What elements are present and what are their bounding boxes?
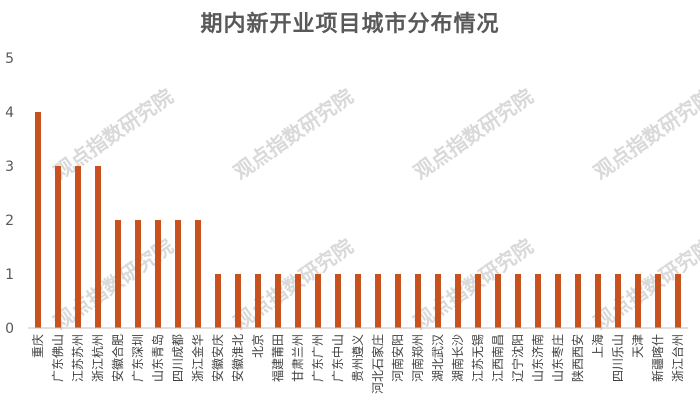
x-tick-label: 河南郑州	[410, 334, 425, 382]
bar	[375, 274, 381, 328]
x-tick-label: 广东中山	[330, 334, 345, 382]
x-tick-label: 山东济南	[530, 334, 545, 382]
x-tick-label: 湖南长沙	[450, 334, 465, 382]
bar	[515, 274, 521, 328]
y-tick-label: 0	[5, 321, 14, 337]
bar	[175, 220, 181, 328]
bar	[555, 274, 561, 328]
y-tick-label: 4	[5, 105, 14, 121]
x-tick-label: 江西南昌	[490, 334, 505, 382]
x-tick-label: 四川乐山	[611, 334, 625, 382]
bar	[355, 274, 361, 328]
bar	[655, 274, 661, 328]
x-tick-label: 河北石家庄	[370, 334, 385, 394]
x-tick-label: 河南安阳	[390, 334, 405, 382]
x-tick-label: 安徽淮北	[230, 334, 245, 382]
bar	[335, 274, 341, 328]
y-tick-label: 5	[5, 51, 14, 67]
bar	[395, 274, 401, 328]
x-tick-label: 辽宁沈阳	[510, 334, 525, 382]
bar	[155, 220, 161, 328]
x-tick-label: 陕西西安	[570, 334, 585, 382]
bar	[75, 166, 81, 328]
x-tick-label: 湖北武汉	[430, 334, 445, 382]
x-tick-label: 福建莆田	[270, 334, 285, 382]
x-tick-label: 浙江杭州	[90, 334, 105, 382]
bar	[615, 274, 621, 328]
x-tick-label: 安徽合肥	[110, 334, 125, 382]
bar	[255, 274, 261, 328]
x-tick-label: 甘肃兰州	[291, 334, 305, 382]
x-tick-label: 安徽安庆	[210, 334, 225, 382]
x-tick-label: 山东枣庄	[550, 334, 565, 382]
bar	[635, 274, 641, 328]
watermark-text: 观点指数研究院	[589, 84, 700, 184]
y-tick-label: 1	[5, 267, 14, 283]
x-tick-label: 广东佛山	[51, 334, 65, 382]
x-tick-label: 四川成都	[171, 334, 185, 382]
x-tick-label: 上海	[590, 334, 605, 358]
watermark-text: 观点指数研究院	[229, 84, 357, 184]
watermark-text: 观点指数研究院	[409, 84, 537, 184]
bar	[215, 274, 221, 328]
x-tick-label: 广东广州	[311, 334, 325, 382]
bars	[35, 112, 681, 328]
bar	[415, 274, 421, 328]
x-axis: 重庆 广东佛山 江苏苏州 浙江杭州 安徽合肥 广东深圳 山东青岛 四川成都 浙江金华 安徽安庆 安徽…	[28, 327, 688, 394]
watermark-text: 观点指数研究院	[589, 234, 700, 334]
chart-title: 期内新开业项目城市分布情况	[200, 12, 500, 37]
bar	[115, 220, 121, 328]
y-tick-label: 2	[5, 213, 14, 229]
x-tick-label: 浙江台州	[670, 334, 685, 382]
bar	[135, 220, 141, 328]
bar	[35, 112, 41, 328]
bar	[95, 166, 101, 328]
bar	[455, 274, 461, 328]
bar	[435, 274, 441, 328]
bar	[475, 274, 481, 328]
bar	[675, 274, 681, 328]
x-tick-label: 浙江金华	[190, 334, 205, 382]
x-tick-label: 贵州遵义	[350, 334, 365, 382]
watermark-text: 观点指数研究院	[49, 84, 177, 184]
bar	[295, 274, 301, 328]
x-tick-label: 新疆喀什	[650, 334, 665, 382]
bar	[235, 274, 241, 328]
x-tick-label: 重庆	[31, 334, 45, 358]
x-tick-label: 北京	[251, 334, 265, 358]
bar	[55, 166, 61, 328]
x-tick-label: 山东青岛	[150, 334, 165, 382]
x-tick-label: 天津	[631, 334, 645, 358]
bar	[595, 274, 601, 328]
bar	[575, 274, 581, 328]
bar	[275, 274, 281, 328]
y-axis: 0 1 2 3 4 5	[5, 51, 14, 337]
bar	[535, 274, 541, 328]
bar	[315, 274, 321, 328]
x-tick-label: 广东深圳	[131, 334, 145, 382]
bar	[195, 220, 201, 328]
x-tick-label: 江苏苏州	[71, 334, 85, 382]
x-tick-label: 江苏无锡	[470, 334, 485, 382]
bar	[495, 274, 501, 328]
y-tick-label: 3	[5, 159, 14, 175]
